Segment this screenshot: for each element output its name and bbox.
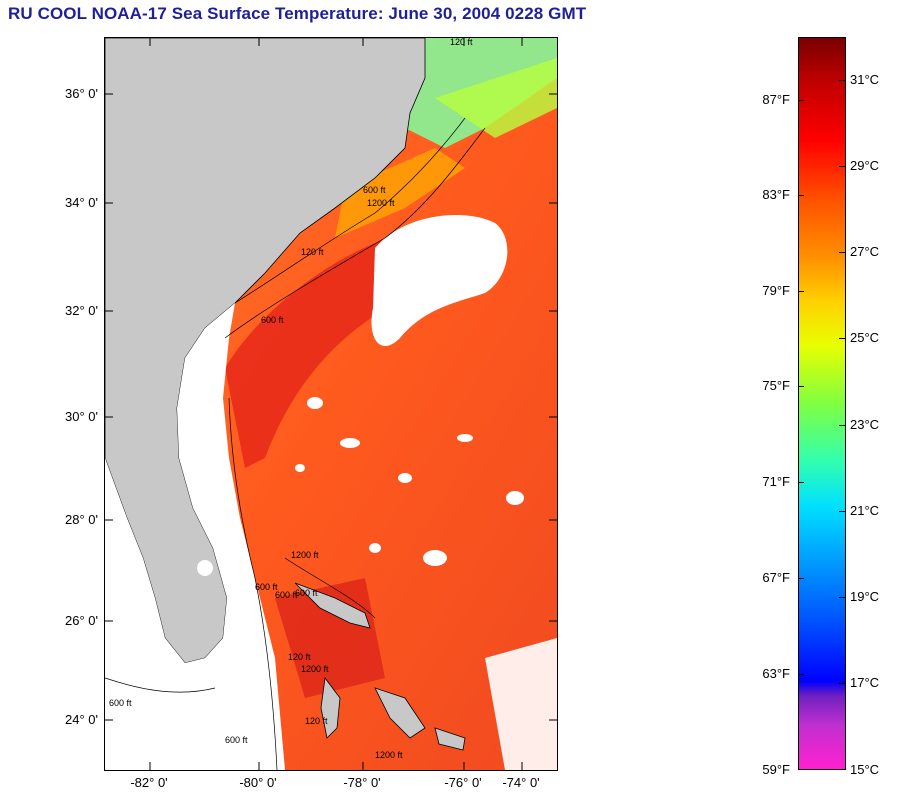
colorbar-tick (798, 195, 804, 196)
colorbar-tick (839, 166, 845, 167)
isobath-label-2: 600 ft (363, 185, 386, 195)
colorbar-c-17: 17°C (850, 675, 880, 690)
colorbar-tick (839, 252, 845, 253)
warm-shelf-water (335, 148, 465, 238)
colorbar-tick (798, 674, 804, 675)
lat-label-24: 24° 0' (65, 712, 98, 727)
bahamas-islands (294, 582, 466, 751)
colorbar-c-23: 23°C (850, 417, 880, 432)
lat-label-34: 34° 0' (65, 195, 98, 210)
colorbar-tick (839, 683, 845, 684)
colorbar-f-75: 75°F (762, 378, 790, 393)
colorbar-f-59: 59°F (762, 762, 790, 777)
colorbar-tick (798, 100, 804, 101)
colorbar-c-15: 15°C (850, 762, 880, 777)
isobath-label-1: 120 ft (450, 38, 473, 47)
colorbar-c-31: 31°C (850, 72, 880, 87)
graticule-ticks (105, 38, 557, 770)
cloud-flecks (197, 397, 524, 576)
sst-map: 120 ft 600 ft 1200 ft 120 ft 600 ft 1200… (104, 37, 558, 771)
lon-label-78: -78° 0' (343, 775, 381, 790)
hot-water-bahamas (275, 578, 385, 698)
isobath-label-12: 600 ft (225, 735, 248, 745)
isobath-label-15: 600 ft (255, 582, 278, 592)
colorbar-f-67: 67°F (762, 570, 790, 585)
sst-map-canvas: 120 ft 600 ft 1200 ft 120 ft 600 ft 1200… (105, 38, 557, 770)
colorbar-f-83: 83°F (762, 187, 790, 202)
colorbar-tick (798, 291, 804, 292)
colorbar-tick (839, 511, 845, 512)
no-data-southeast (485, 638, 557, 770)
cool-shelf-water-band (435, 58, 557, 138)
colorbar-c-19: 19°C (850, 589, 880, 604)
isobath-label-7: 600 ft (275, 590, 298, 600)
lat-label-32: 32° 0' (65, 303, 98, 318)
isobath-labels: 120 ft 600 ft 1200 ft 120 ft 600 ft 1200… (109, 38, 473, 760)
lon-label-74: -74° 0' (502, 775, 540, 790)
colorbar-tick (839, 597, 845, 598)
lat-label-28: 28° 0' (65, 512, 98, 527)
map-title: RU COOL NOAA-17 Sea Surface Temperature:… (8, 4, 587, 23)
colorbar-c-27: 27°C (850, 244, 880, 259)
isobath-label-5: 600 ft (261, 315, 284, 325)
no-data-coastal (105, 303, 285, 770)
isobath-label-3: 1200 ft (367, 198, 395, 208)
colorbar-tick (839, 80, 845, 81)
colorbar-tick (839, 338, 845, 339)
colorbar-c-29: 29°C (850, 158, 880, 173)
isobath-label-10: 1200 ft (301, 664, 329, 674)
isobath-label-11: 600 ft (109, 698, 132, 708)
isobath-label-8: 600 ft (295, 588, 318, 598)
isobath-label-6: 1200 ft (291, 550, 319, 560)
colorbar-tick (798, 482, 804, 483)
isobath-label-9: 120 ft (288, 652, 311, 662)
temperature-colorbar (798, 37, 846, 770)
colorbar-f-63: 63°F (762, 666, 790, 681)
lat-label-30: 30° 0' (65, 409, 98, 424)
lon-label-82: -82° 0' (130, 775, 168, 790)
colorbar-f-71: 71°F (762, 474, 790, 489)
lon-label-80: -80° 0' (239, 775, 277, 790)
isobath-label-13: 120 ft (305, 716, 328, 726)
isobath-contours (105, 117, 486, 770)
colorbar-f-79: 79°F (762, 283, 790, 298)
lat-label-26: 26° 0' (65, 613, 98, 628)
colorbar-f-87: 87°F (762, 92, 790, 107)
colorbar-tick (798, 578, 804, 579)
colorbar-c-21: 21°C (850, 503, 880, 518)
colorbar-tick (798, 386, 804, 387)
isobath-label-4: 120 ft (301, 247, 324, 257)
isobath-label-14: 1200 ft (375, 750, 403, 760)
lat-label-36: 36° 0' (65, 86, 98, 101)
lon-label-76: -76° 0' (444, 775, 482, 790)
colorbar-c-25: 25°C (850, 330, 880, 345)
cloud-region-offshore (371, 215, 508, 347)
colorbar-tick (839, 425, 845, 426)
